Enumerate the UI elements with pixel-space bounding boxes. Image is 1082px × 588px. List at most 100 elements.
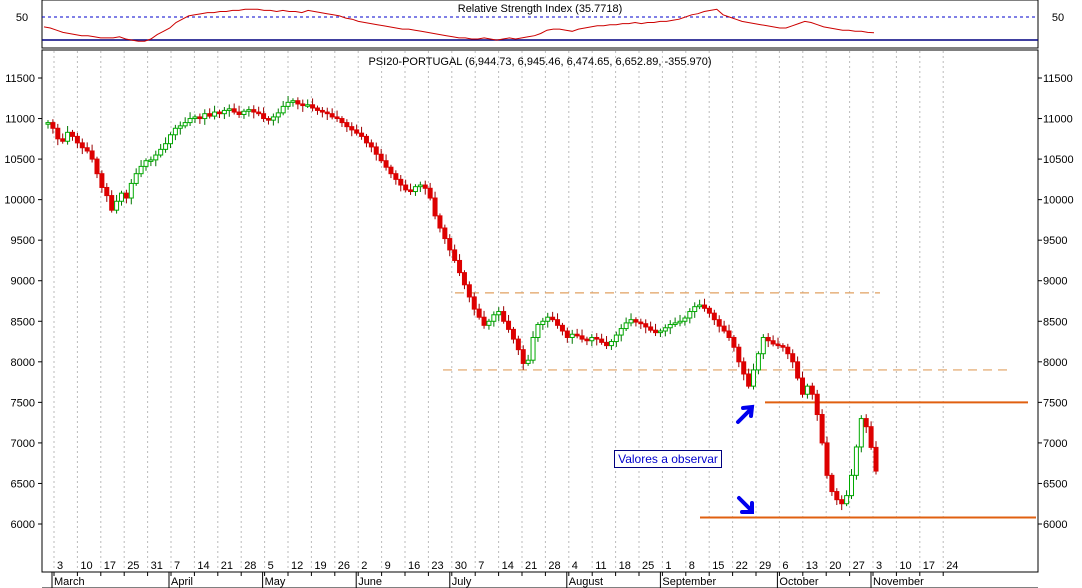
- candle-body: [569, 333, 575, 338]
- candle-body: [760, 336, 766, 355]
- price-title: PSI20-PORTUGAL (6,944.73, 6,945.46, 6,47…: [368, 56, 711, 68]
- candle-body: [319, 109, 325, 113]
- x-tick-labels: 3 10 17 25 31 7 14 21 28 5 12 19 26 2 9 16 23 30 7 14 21 28 4 1…: [53, 560, 958, 576]
- candle-body: [182, 122, 188, 127]
- x-tick-label: 7: [174, 560, 180, 572]
- x-tick-label: 22: [736, 560, 748, 572]
- candle-body: [471, 296, 477, 310]
- x-tick-label: 14: [197, 560, 209, 572]
- y-tick-label: 8500: [11, 316, 35, 328]
- y-tick-label: 7000: [1043, 438, 1067, 450]
- candle-body: [354, 129, 360, 134]
- candle-body: [594, 336, 600, 340]
- candle-body: [682, 317, 688, 322]
- candle-body: [608, 341, 614, 347]
- y-tick-label: 7500: [1043, 397, 1067, 409]
- candle-body: [94, 158, 100, 175]
- y-tick-label: 9500: [1043, 235, 1067, 247]
- candle-body: [814, 393, 820, 416]
- candle-body: [261, 113, 267, 120]
- candle-body: [344, 122, 350, 128]
- candle-body: [604, 341, 610, 347]
- candle-body: [804, 385, 810, 395]
- candle-body: [69, 131, 75, 137]
- candle-body: [628, 319, 634, 324]
- candle-body: [89, 150, 95, 160]
- candle-body: [290, 100, 296, 103]
- candle-body: [736, 346, 742, 363]
- y-tick-label: 10000: [4, 195, 35, 207]
- candle-body: [388, 166, 394, 175]
- candle-body: [751, 369, 757, 387]
- candle-body: [721, 325, 727, 332]
- x-tick-label: 30: [455, 560, 467, 572]
- candle-body: [530, 336, 536, 361]
- candle-body: [579, 335, 585, 340]
- candle-body: [506, 320, 512, 330]
- y-tick-label: 8500: [1043, 316, 1067, 328]
- candle-body: [158, 148, 164, 156]
- candle-body: [643, 323, 649, 328]
- candle-body: [540, 320, 546, 326]
- candle-body: [692, 306, 698, 313]
- x-tick-label: 27: [853, 560, 865, 572]
- y-tick-label: 7000: [11, 438, 35, 450]
- candle-body: [207, 113, 213, 117]
- y-tick-label: 9000: [11, 276, 35, 288]
- y-tick-label: 6000: [1043, 519, 1067, 531]
- candle-body: [329, 113, 335, 118]
- candle-body: [795, 361, 801, 379]
- rsi-right-tick: 50: [1052, 12, 1064, 24]
- candle-body: [819, 414, 825, 444]
- candle-body: [378, 153, 384, 162]
- candle-body: [775, 343, 781, 347]
- month-label: June: [358, 576, 382, 588]
- candle-body: [167, 134, 173, 145]
- month-label: March: [54, 576, 85, 588]
- x-tick-label: 10: [80, 560, 92, 572]
- candle-body: [79, 142, 85, 149]
- candle-body: [687, 311, 693, 319]
- y-tick-label: 9500: [11, 235, 35, 247]
- y-tick-label: 8000: [11, 357, 35, 369]
- price-panel-frame: [41, 49, 1039, 573]
- y-tick-label: 8000: [1043, 357, 1067, 369]
- candle-body: [104, 186, 110, 197]
- candle-body: [246, 109, 252, 112]
- price-panel: 6000650070007500800085009000950010000105…: [4, 49, 1074, 573]
- candle-body: [109, 195, 115, 211]
- candle-body: [755, 353, 761, 371]
- candle-body: [50, 122, 56, 129]
- candle-body: [216, 111, 222, 115]
- candle-body: [99, 173, 105, 188]
- candle-body: [148, 159, 154, 162]
- candle-body: [800, 377, 806, 395]
- candle-body: [711, 312, 717, 321]
- candle-body: [853, 446, 859, 476]
- candle-body: [339, 118, 345, 124]
- candle-body: [285, 101, 291, 107]
- y-tick-label: 11500: [1043, 73, 1073, 85]
- candle-body: [275, 112, 281, 118]
- x-tick-label: 2: [361, 560, 367, 572]
- candle-body: [765, 336, 771, 342]
- candle-body: [236, 111, 242, 115]
- candle-body: [461, 272, 467, 286]
- candle-body: [863, 418, 869, 428]
- x-tick-label: 17: [923, 560, 935, 572]
- month-label: October: [779, 576, 818, 588]
- candle-body: [726, 330, 732, 338]
- candle-body: [780, 345, 786, 348]
- candle-body: [118, 192, 124, 202]
- candle-body: [437, 215, 443, 229]
- candle-body: [525, 359, 531, 364]
- candle-body: [422, 184, 428, 189]
- candle-body: [653, 329, 659, 334]
- candle-body: [510, 328, 516, 340]
- candle-body: [824, 442, 830, 476]
- y-tick-label: 6500: [1043, 478, 1067, 490]
- candle-body: [295, 100, 301, 105]
- candle-body: [623, 322, 629, 330]
- candle-body: [270, 116, 276, 121]
